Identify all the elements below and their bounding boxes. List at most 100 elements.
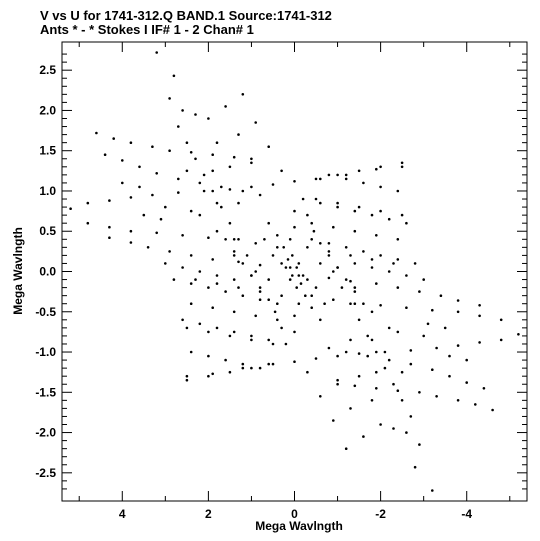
- uv-point: [387, 326, 391, 330]
- uv-point: [155, 51, 158, 54]
- uv-point: [435, 395, 438, 398]
- uv-point: [344, 177, 348, 181]
- uv-point: [499, 338, 503, 342]
- uv-point: [327, 250, 331, 253]
- uv-point: [383, 350, 387, 354]
- uv-point: [202, 189, 206, 193]
- uv-point: [306, 213, 309, 217]
- uv-point: [282, 246, 286, 249]
- uv-point: [366, 334, 370, 338]
- uv-point: [400, 165, 404, 169]
- uv-point: [280, 262, 283, 265]
- uv-point: [284, 342, 288, 346]
- uv-point: [250, 274, 253, 277]
- uv-point: [465, 381, 469, 384]
- uv-point: [353, 384, 357, 388]
- uv-point: [185, 326, 189, 330]
- y-tick-label: 0.5: [39, 224, 56, 238]
- uv-point: [271, 362, 275, 366]
- uv-point: [304, 294, 307, 298]
- uv-point: [207, 354, 210, 358]
- uv-point: [310, 238, 314, 241]
- uv-point: [224, 358, 227, 362]
- uv-point: [271, 183, 275, 186]
- uv-point: [215, 274, 219, 277]
- x-tick-label: 0: [291, 507, 298, 521]
- y-tick-label: -0.5: [35, 305, 56, 319]
- uv-point: [362, 302, 365, 306]
- uv-point: [396, 258, 400, 261]
- uv-point: [409, 349, 413, 352]
- uv-point: [431, 308, 434, 312]
- uv-point: [478, 314, 481, 318]
- uv-point: [379, 254, 382, 257]
- uv-point: [370, 338, 374, 342]
- uv-point: [319, 395, 322, 398]
- uv-point: [370, 213, 374, 217]
- uv-point: [232, 310, 236, 314]
- uv-point: [121, 159, 124, 162]
- uv-point: [336, 201, 339, 205]
- uv-point: [250, 161, 253, 165]
- uv-point: [267, 145, 271, 148]
- uv-point: [422, 278, 426, 281]
- y-tick-label: -1.0: [35, 345, 56, 359]
- uv-point: [215, 282, 219, 285]
- uv-point: [254, 242, 257, 245]
- uv-point: [340, 286, 344, 289]
- uv-point: [232, 155, 236, 159]
- uv-point: [431, 368, 434, 372]
- uv-point: [232, 330, 236, 334]
- uv-point: [349, 254, 352, 257]
- uv-point: [181, 234, 184, 237]
- uv-point: [194, 278, 197, 281]
- uv-point: [474, 403, 477, 406]
- uv-point: [258, 263, 262, 267]
- uv-point: [232, 250, 236, 253]
- uv-point: [276, 302, 279, 306]
- uv-point: [413, 262, 417, 265]
- uv-point: [237, 201, 240, 205]
- uv-point: [267, 338, 271, 342]
- uv-point: [103, 153, 107, 156]
- uv-point: [198, 213, 202, 217]
- uv-point: [202, 173, 206, 177]
- uv-point: [314, 357, 318, 360]
- uv-point: [228, 188, 232, 191]
- uv-point: [327, 254, 331, 257]
- uv-point: [232, 238, 236, 241]
- uv-point: [273, 310, 277, 314]
- uv-point: [375, 282, 378, 285]
- uv-point: [155, 172, 158, 175]
- uv-point: [443, 326, 447, 330]
- uv-point: [349, 407, 352, 410]
- uv-point: [314, 197, 318, 201]
- uv-point: [327, 242, 331, 245]
- uv-point: [237, 260, 240, 264]
- uv-point: [207, 236, 210, 239]
- uv-point: [353, 302, 357, 306]
- uv-point: [456, 399, 460, 402]
- uv-point: [86, 201, 90, 205]
- x-tick-label: -2: [375, 507, 386, 521]
- uv-point: [323, 302, 326, 306]
- uv-point: [271, 254, 275, 257]
- uv-point: [276, 246, 279, 249]
- uv-point: [207, 330, 210, 334]
- uv-point: [319, 201, 322, 205]
- uv-point: [254, 121, 257, 124]
- uv-point: [185, 378, 189, 382]
- y-tick-label: 1.5: [39, 144, 56, 158]
- uv-point: [366, 354, 370, 358]
- y-axis-label: Mega Wavlngth: [11, 227, 25, 315]
- uv-point: [396, 189, 400, 193]
- uv-point: [465, 358, 469, 362]
- uv-point: [241, 262, 245, 265]
- x-tick-label: -4: [461, 507, 472, 521]
- uv-point: [344, 246, 348, 249]
- uv-point: [379, 304, 382, 307]
- uv-point: [185, 169, 189, 173]
- uv-point: [349, 338, 352, 342]
- uv-point: [478, 341, 481, 344]
